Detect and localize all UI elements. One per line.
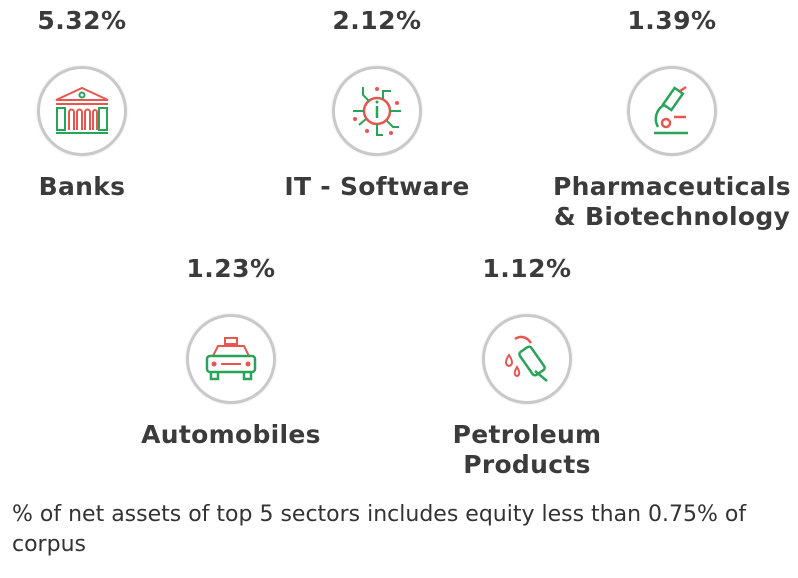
fuel-nozzle-icon <box>482 314 572 404</box>
sector-percent: 5.32% <box>37 6 127 35</box>
sector-percent: 1.23% <box>186 254 276 283</box>
sector-name: Petroleum Products <box>452 420 602 479</box>
microscope-icon <box>627 66 717 156</box>
sector-percent: 1.39% <box>627 6 717 35</box>
sector-petroleum-products: 1.12% Petroleum Products <box>397 254 657 480</box>
sector-name: Pharmaceuticals & Biotechnology <box>553 172 791 231</box>
sector-name: Banks <box>38 172 126 201</box>
sector-name: Automobiles <box>141 420 321 449</box>
circuit-icon <box>332 66 422 156</box>
footnote: % of net assets of top 5 sectors include… <box>12 502 747 557</box>
sector-banks: 5.32% Banks <box>0 6 212 202</box>
bank-icon <box>37 66 127 156</box>
sector-percent: 1.12% <box>482 254 572 283</box>
car-icon <box>186 314 276 404</box>
sector-pharmaceuticals: 1.39% Pharmaceuticals & Biotechnology <box>542 6 798 232</box>
sector-automobiles: 1.23% Automobiles <box>101 254 361 450</box>
sector-name: IT - Software <box>284 172 470 201</box>
sector-it-software: 2.12% IT - Software <box>247 6 507 202</box>
sector-percent: 2.12% <box>332 6 422 35</box>
